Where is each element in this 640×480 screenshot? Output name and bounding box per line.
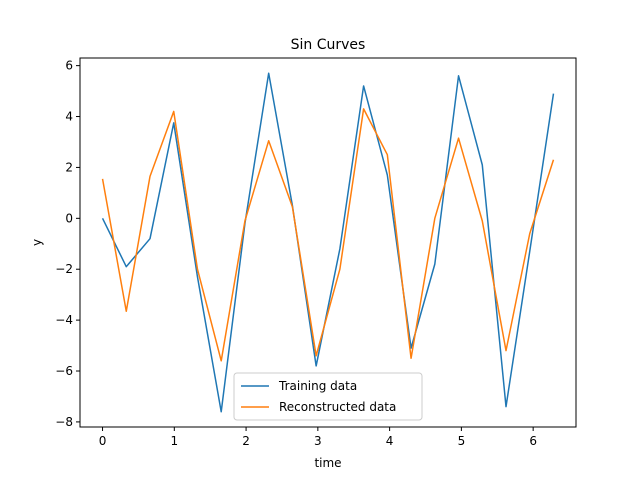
y-axis: −8 −6 −4 −2 0 2 4 6 — [55, 59, 80, 429]
x-tick-label: 2 — [242, 434, 250, 448]
legend-label-reconstructed: Reconstructed data — [279, 400, 396, 414]
y-tick-label: −2 — [55, 262, 73, 276]
y-axis-label: y — [30, 239, 44, 246]
series-line-training-data — [101, 72, 555, 413]
x-tick-label: 0 — [99, 434, 107, 448]
y-tick-label: 2 — [65, 160, 73, 174]
chart-title: Sin Curves — [291, 37, 366, 53]
y-tick-label: 6 — [65, 59, 73, 73]
x-axis: 0 1 2 3 4 5 6 — [99, 427, 537, 448]
series-line-reconstructed-data — [101, 108, 555, 362]
x-tick-label: 5 — [458, 434, 466, 448]
x-tick-label: 6 — [529, 434, 537, 448]
y-tick-label: 0 — [65, 211, 73, 225]
plot-area — [101, 72, 555, 413]
x-tick-label: 4 — [386, 434, 394, 448]
legend-box — [233, 372, 423, 421]
legend-label-training: Training data — [278, 379, 357, 393]
legend: Training data Reconstructed data — [233, 372, 423, 421]
x-axis-label: time — [314, 456, 341, 470]
axes-frame — [79, 57, 577, 428]
y-tick-label: −6 — [55, 364, 73, 378]
x-tick-label: 3 — [314, 434, 322, 448]
x-tick-label: 1 — [170, 434, 178, 448]
y-tick-label: −8 — [55, 415, 73, 429]
y-tick-label: 4 — [65, 110, 73, 124]
y-tick-label: −4 — [55, 313, 73, 327]
